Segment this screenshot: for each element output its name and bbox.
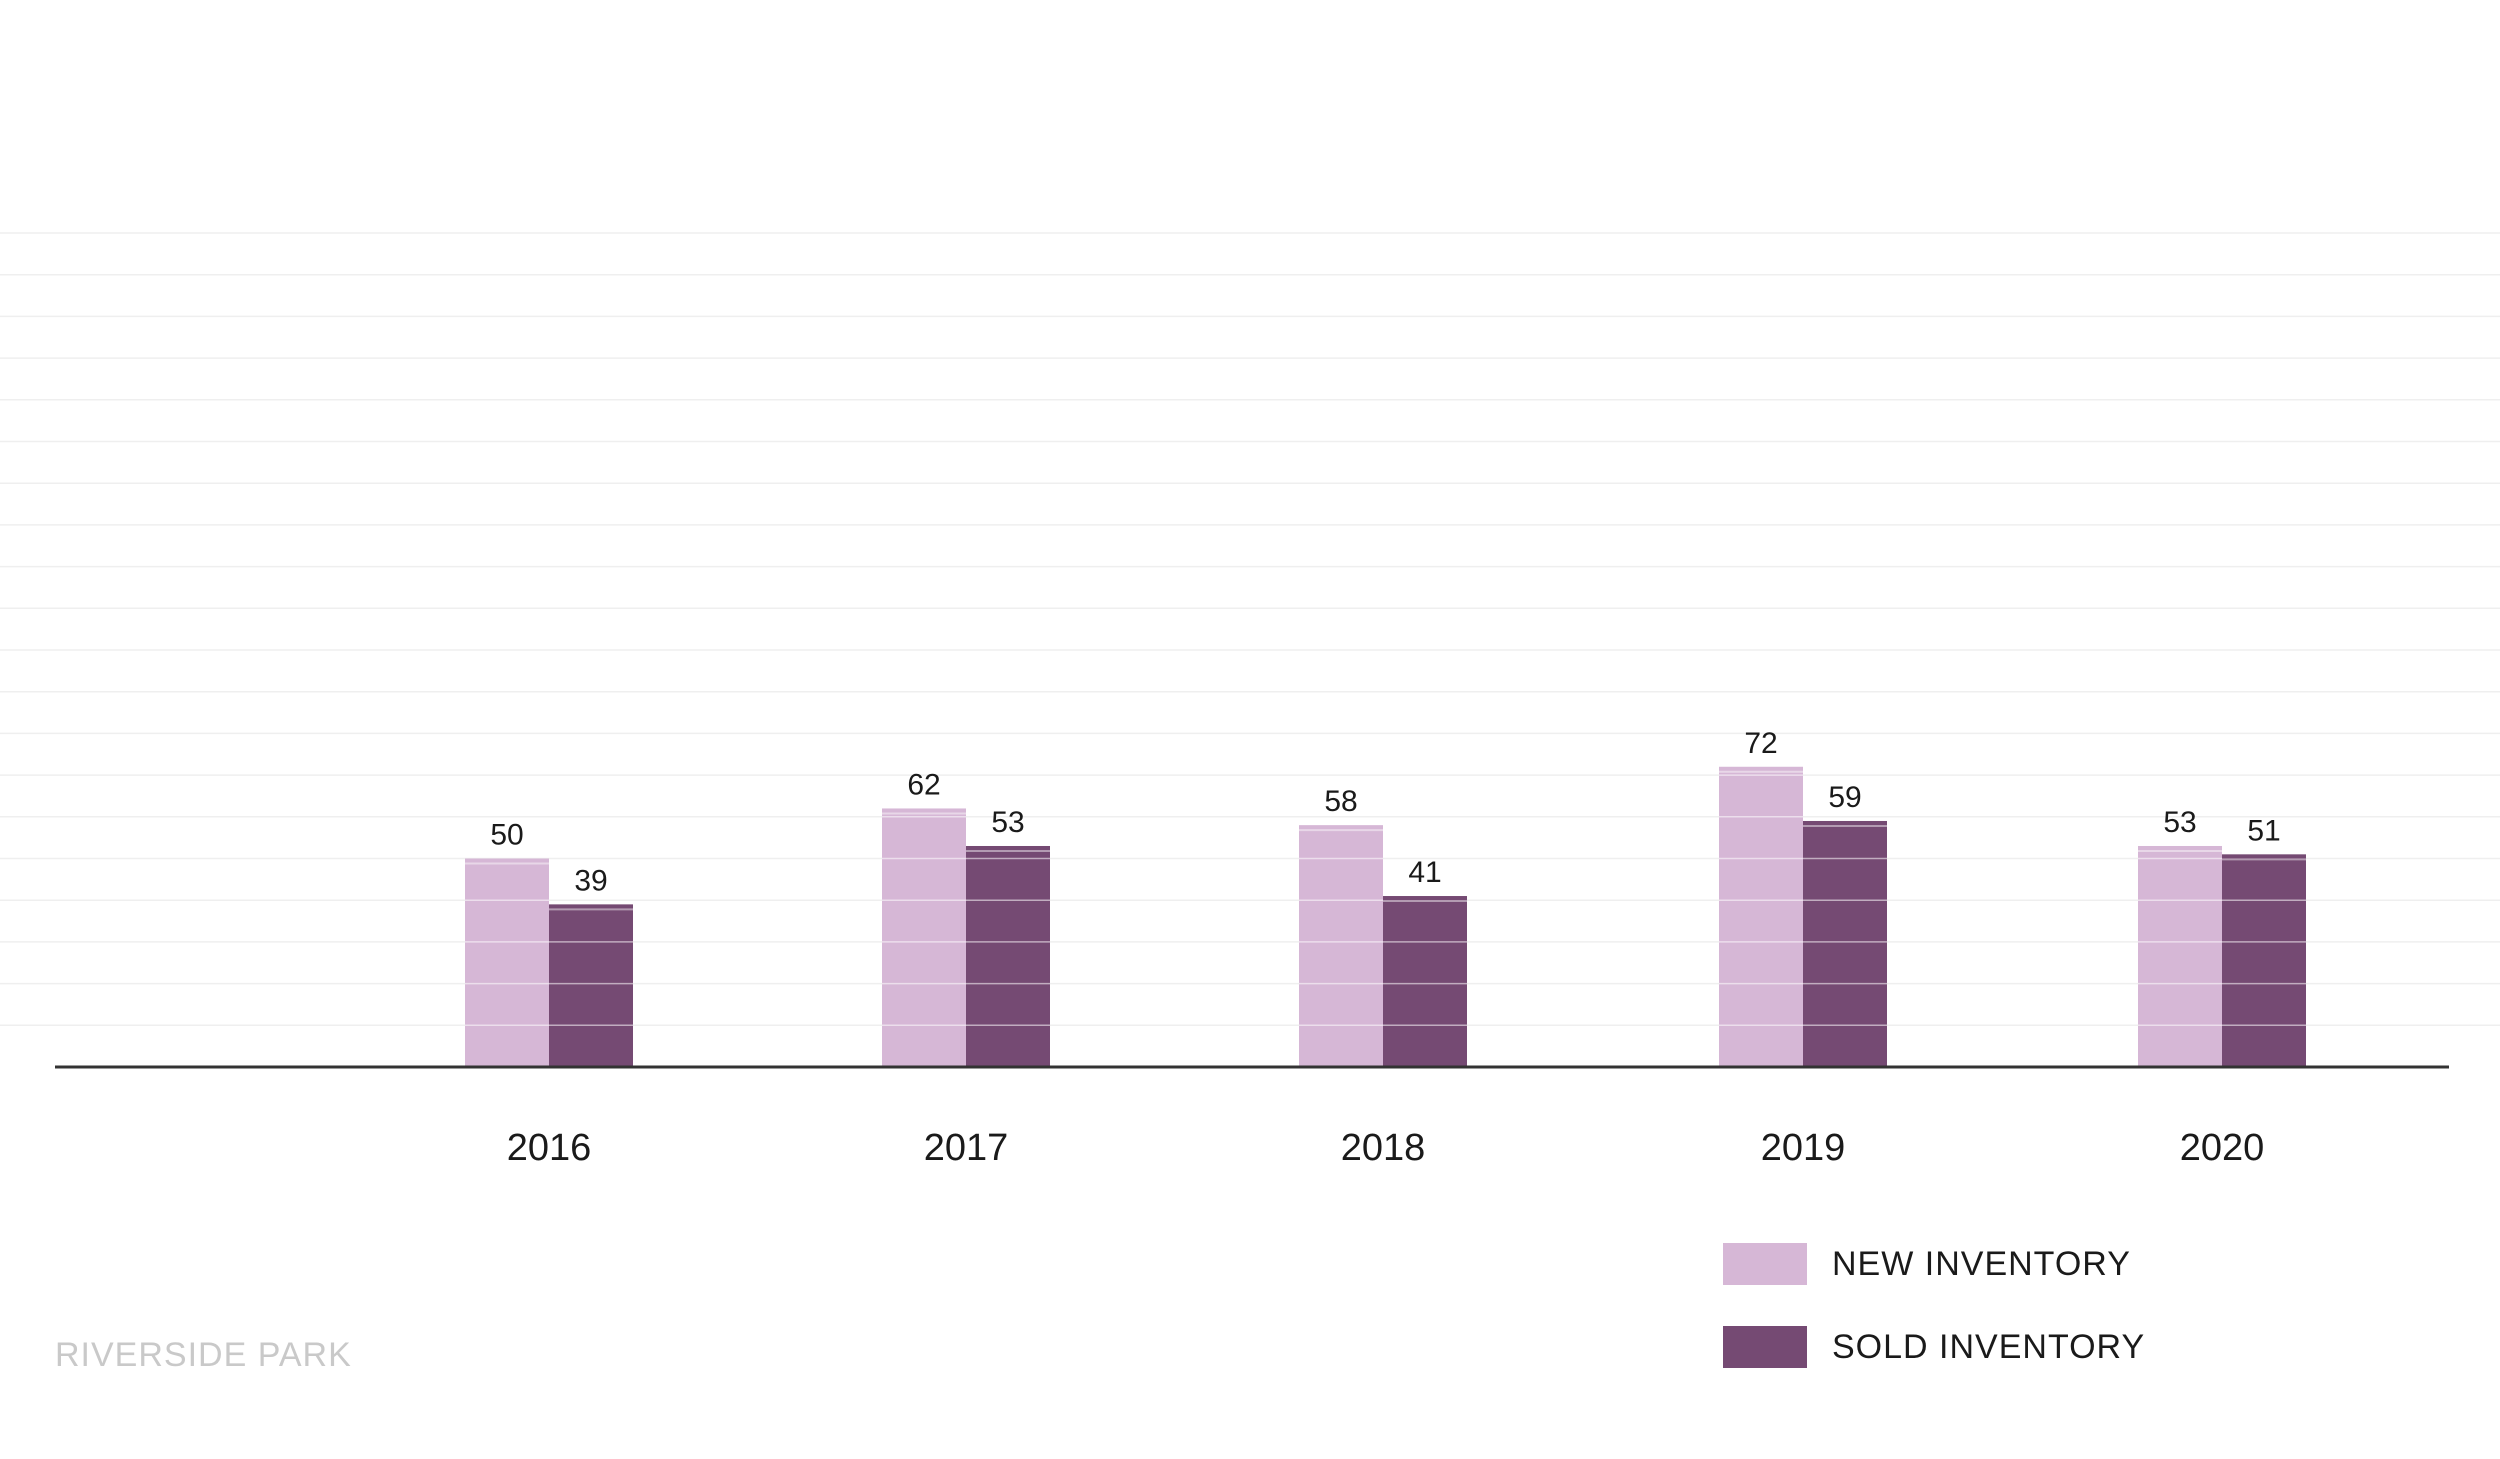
bar-new-2017 (882, 808, 966, 1067)
x-axis-ticks: 2016 2017 2018 2019 2020 (507, 1127, 2265, 1169)
data-label-new-2020: 53 (2163, 806, 2196, 839)
legend-label-new: NEW INVENTORY (1832, 1244, 2131, 1283)
data-label-new-2016: 50 (490, 819, 523, 852)
legend-swatch-new (1723, 1243, 1807, 1285)
data-label-sold-2017: 53 (991, 806, 1024, 839)
x-tick-label-2016: 2016 (507, 1127, 592, 1169)
bar-grid-overlay (465, 774, 2306, 1027)
bar-sold-2016 (549, 904, 633, 1067)
legend-item-sold: SOLD INVENTORY (1723, 1326, 2145, 1368)
data-label-sold-2016: 39 (574, 864, 607, 897)
data-labels: 50 39 62 53 58 41 72 59 53 51 (490, 727, 2280, 898)
x-tick-label-2020: 2020 (2180, 1127, 2265, 1169)
bar-sold-2018 (1383, 896, 1467, 1067)
bar-new-2020 (2138, 845, 2222, 1067)
bar-sold-2017 (966, 845, 1050, 1067)
legend-swatch-sold (1723, 1326, 1807, 1368)
bar-new-2018 (1299, 825, 1383, 1067)
bar-sold-2020 (2222, 854, 2306, 1067)
legend-label-sold: SOLD INVENTORY (1832, 1327, 2146, 1366)
data-label-sold-2019: 59 (1828, 781, 1861, 814)
grid-lines (0, 232, 2500, 1027)
bar-new-2016 (465, 858, 549, 1067)
x-tick-label-2017: 2017 (924, 1127, 1009, 1169)
x-tick-label-2019: 2019 (1761, 1127, 1846, 1169)
bar-new-2019 (1719, 766, 1803, 1067)
data-label-new-2019: 72 (1744, 727, 1777, 760)
data-label-new-2017: 62 (907, 768, 940, 801)
x-tick-label-2018: 2018 (1341, 1127, 1426, 1169)
data-label-sold-2018: 41 (1408, 856, 1441, 889)
data-label-new-2018: 58 (1324, 785, 1357, 818)
legend-item-new: NEW INVENTORY (1723, 1243, 2145, 1285)
bars (465, 766, 2306, 1067)
legend: NEW INVENTORY SOLD INVENTORY (1723, 1243, 2145, 1409)
footer-label: RIVERSIDE PARK (55, 1336, 352, 1374)
data-label-sold-2020: 51 (2247, 814, 2280, 847)
